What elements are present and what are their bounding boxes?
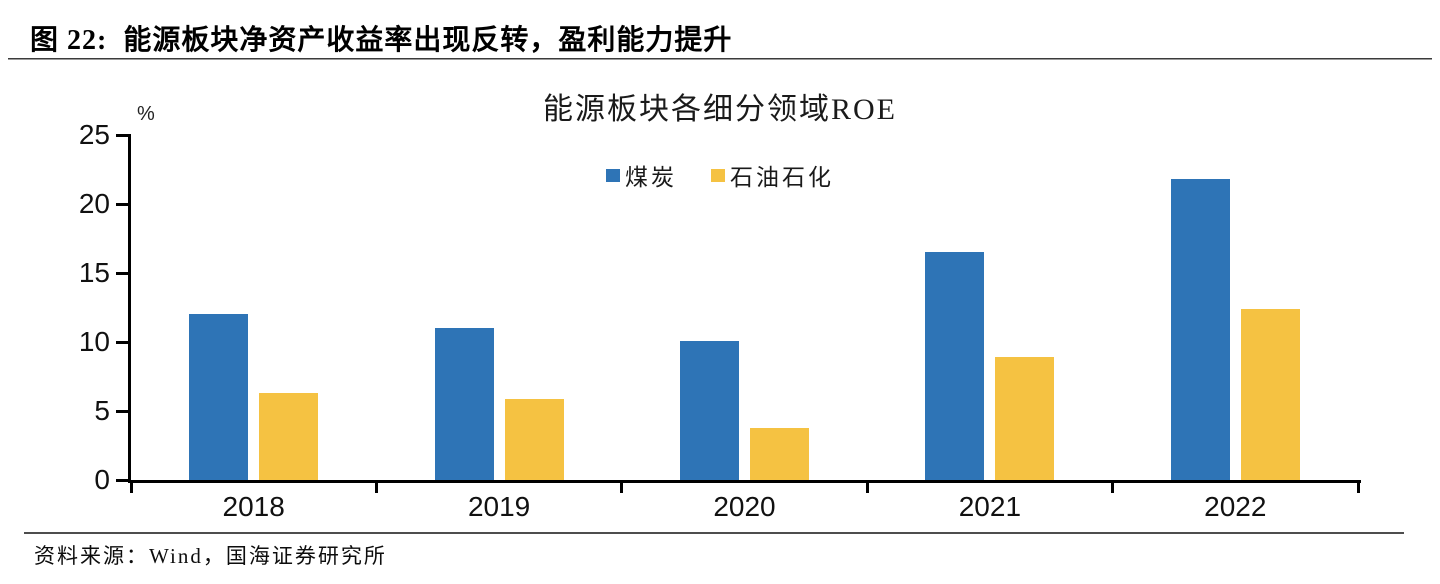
chart-title: 能源板块各细分领域ROE — [543, 93, 897, 126]
bar-石油石化-2021 — [995, 357, 1055, 480]
bar-煤炭-2018 — [189, 314, 249, 480]
y-axis-tick-label: 5 — [94, 395, 110, 426]
bar-石油石化-2020 — [750, 427, 809, 480]
bar-煤炭-2020 — [680, 340, 739, 480]
legend-item-petro: 石油石化 — [711, 158, 834, 192]
legend-label-petro: 石油石化 — [730, 165, 834, 190]
source-note: 资料来源：Wind，国海证券研究所 — [34, 544, 387, 568]
y-axis-tick — [116, 340, 131, 344]
x-axis-category-label: 2022 — [1204, 491, 1267, 522]
y-axis-tick — [116, 202, 131, 206]
x-axis-tick — [865, 480, 869, 493]
y-axis-tick-label: 15 — [78, 257, 110, 288]
figure-number-label: 图 22: — [30, 25, 108, 56]
legend-swatch-petro — [711, 168, 725, 182]
bar-石油石化-2019 — [504, 398, 564, 480]
y-axis-tick-label: 10 — [78, 326, 110, 357]
bar-煤炭-2021 — [925, 252, 985, 480]
y-axis-line — [128, 135, 131, 483]
y-axis-tick — [116, 409, 131, 413]
x-axis-tick — [374, 480, 378, 493]
figure-title: 能源板块净资产收益率出现反转，盈利能力提升 — [123, 25, 733, 56]
legend-label-coal: 煤炭 — [625, 165, 677, 190]
x-axis-category-label: 2020 — [713, 491, 776, 522]
x-axis-tick — [620, 480, 624, 493]
y-axis-tick — [116, 133, 131, 137]
y-axis-tick-label: 0 — [94, 464, 110, 495]
bar-石油石化-2018 — [259, 393, 319, 480]
bar-煤炭-2022 — [1170, 179, 1230, 480]
x-axis-tick — [1356, 480, 1360, 493]
y-axis-tick — [116, 271, 131, 275]
x-axis-category-label: 2018 — [222, 491, 285, 522]
chart-legend: 煤炭 石油石化 — [0, 158, 1440, 192]
y-axis-unit-label: % — [137, 103, 155, 125]
bar-煤炭-2019 — [434, 328, 494, 480]
legend-swatch-coal — [606, 168, 620, 182]
x-axis-category-label: 2019 — [467, 491, 531, 522]
x-axis-tick — [1111, 480, 1115, 493]
x-axis-line — [128, 480, 1361, 483]
figure-header: 图 22: 能源板块净资产收益率出现反转，盈利能力提升 — [30, 18, 732, 58]
header-divider — [8, 58, 1432, 60]
source-divider — [24, 532, 1404, 534]
x-axis-tick — [129, 480, 133, 493]
y-axis-tick-label: 25 — [78, 119, 110, 150]
legend-item-coal: 煤炭 — [606, 158, 677, 192]
y-axis-tick — [116, 478, 131, 482]
bar-石油石化-2022 — [1240, 308, 1300, 480]
y-axis-tick-label: 20 — [78, 188, 110, 219]
x-axis-category-label: 2021 — [958, 491, 1022, 522]
